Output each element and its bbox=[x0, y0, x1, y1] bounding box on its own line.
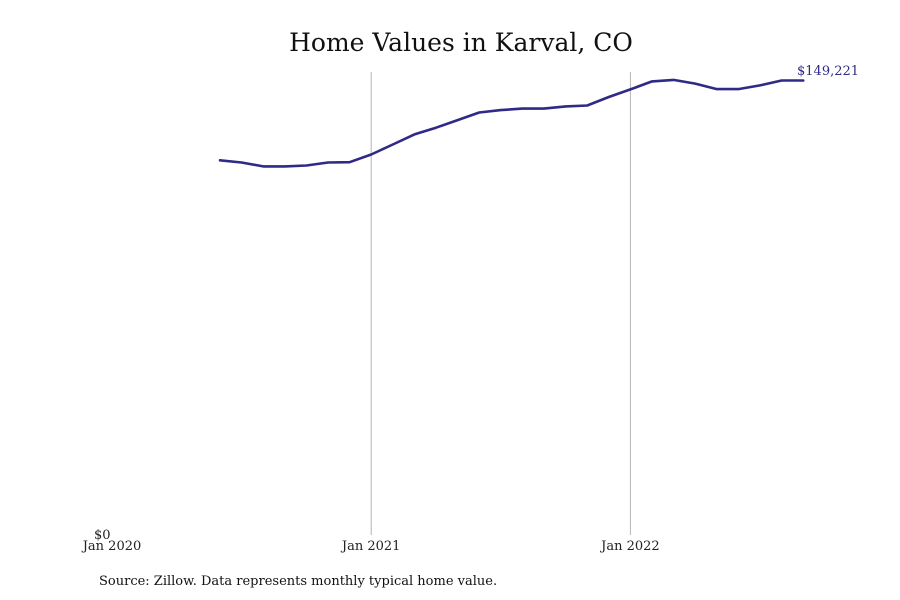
x-tick-label: Jan 2020 bbox=[81, 539, 142, 554]
series-group bbox=[218, 78, 805, 168]
source-note: Source: Zillow. Data represents monthly … bbox=[99, 574, 497, 589]
x-tick-label: Jan 2022 bbox=[599, 539, 660, 554]
end-value-label: $149,221 bbox=[797, 64, 859, 79]
chart-title: Home Values in Karval, CO bbox=[289, 28, 633, 57]
x-tick-label: Jan 2021 bbox=[340, 539, 401, 554]
tick-labels: Jan 2020 Jan 2021 Jan 2022 $0 bbox=[81, 528, 660, 554]
y-tick-label: $0 bbox=[94, 528, 111, 543]
gridlines bbox=[370, 72, 631, 535]
series-line bbox=[218, 78, 805, 168]
